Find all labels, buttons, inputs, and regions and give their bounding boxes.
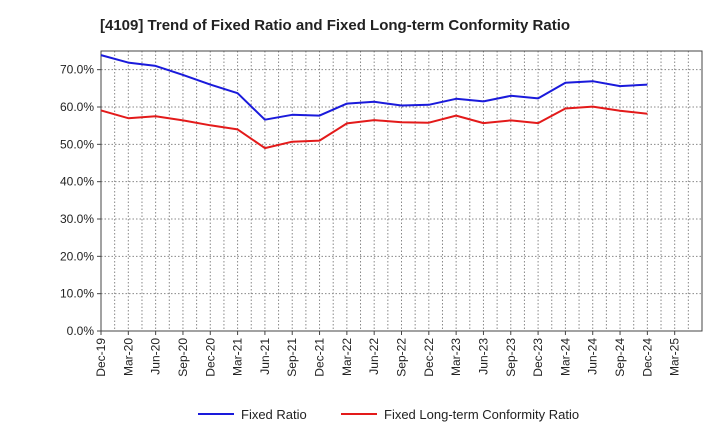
y-tick-label: 40.0% xyxy=(60,175,94,189)
series-line-2 xyxy=(100,105,648,150)
x-tick-label: Jun-23 xyxy=(476,338,490,375)
y-tick-label: 10.0% xyxy=(60,287,94,301)
y-tick-label: 0.0% xyxy=(67,324,95,338)
x-tick-label: Mar-24 xyxy=(558,338,572,376)
x-tick-label: Jun-20 xyxy=(149,338,163,375)
y-tick-label: 60.0% xyxy=(60,100,94,114)
x-tick-label: Mar-21 xyxy=(231,338,245,376)
x-tick-label: Sep-20 xyxy=(176,338,190,377)
x-tick-label: Jun-21 xyxy=(258,338,272,375)
x-tick-label: Sep-23 xyxy=(504,338,518,377)
y-tick-label: 20.0% xyxy=(60,249,94,263)
x-tick-label: Mar-23 xyxy=(449,338,463,376)
x-tick-label: Jun-22 xyxy=(367,338,381,375)
x-tick-label: Sep-22 xyxy=(395,338,409,377)
x-tick-label: Dec-20 xyxy=(203,338,217,377)
legend-label-2: Fixed Long-term Conformity Ratio xyxy=(384,407,579,422)
y-tick-label: 50.0% xyxy=(60,137,94,151)
chart-title: [4109] Trend of Fixed Ratio and Fixed Lo… xyxy=(100,17,570,34)
x-tick-label: Dec-24 xyxy=(640,338,654,377)
x-tick-label: Sep-24 xyxy=(613,338,627,377)
x-tick-label: Dec-22 xyxy=(422,338,436,377)
x-tick-label: Mar-22 xyxy=(340,338,354,376)
x-tick-label: Dec-21 xyxy=(313,338,327,377)
x-tick-label: Mar-25 xyxy=(668,338,682,376)
x-tick-label: Sep-21 xyxy=(285,338,299,377)
y-axis: 0.0% 10.0% 20.0% 30.0% 40.0% 50.0% 60.0% 70.0% xyxy=(60,63,101,338)
x-tick-label: Dec-23 xyxy=(531,338,545,377)
x-tick-label: Mar-20 xyxy=(121,338,135,376)
x-axis: Dec-19 Mar-20 Jun-20 Sep-20 Dec-20 Mar-21 Jun-… xyxy=(94,331,682,377)
y-tick-label: 30.0% xyxy=(60,212,94,226)
legend-label-1: Fixed Ratio xyxy=(241,407,307,422)
series-line-1 xyxy=(100,54,648,121)
legend: Fixed Ratio Fixed Long-term Conformity Ra… xyxy=(198,407,579,422)
y-tick-label: 70.0% xyxy=(60,63,94,77)
x-tick-label: Jun-24 xyxy=(586,338,600,375)
series-lines xyxy=(100,54,648,150)
x-tick-label: Dec-19 xyxy=(94,338,108,377)
grid-lines xyxy=(101,51,702,331)
